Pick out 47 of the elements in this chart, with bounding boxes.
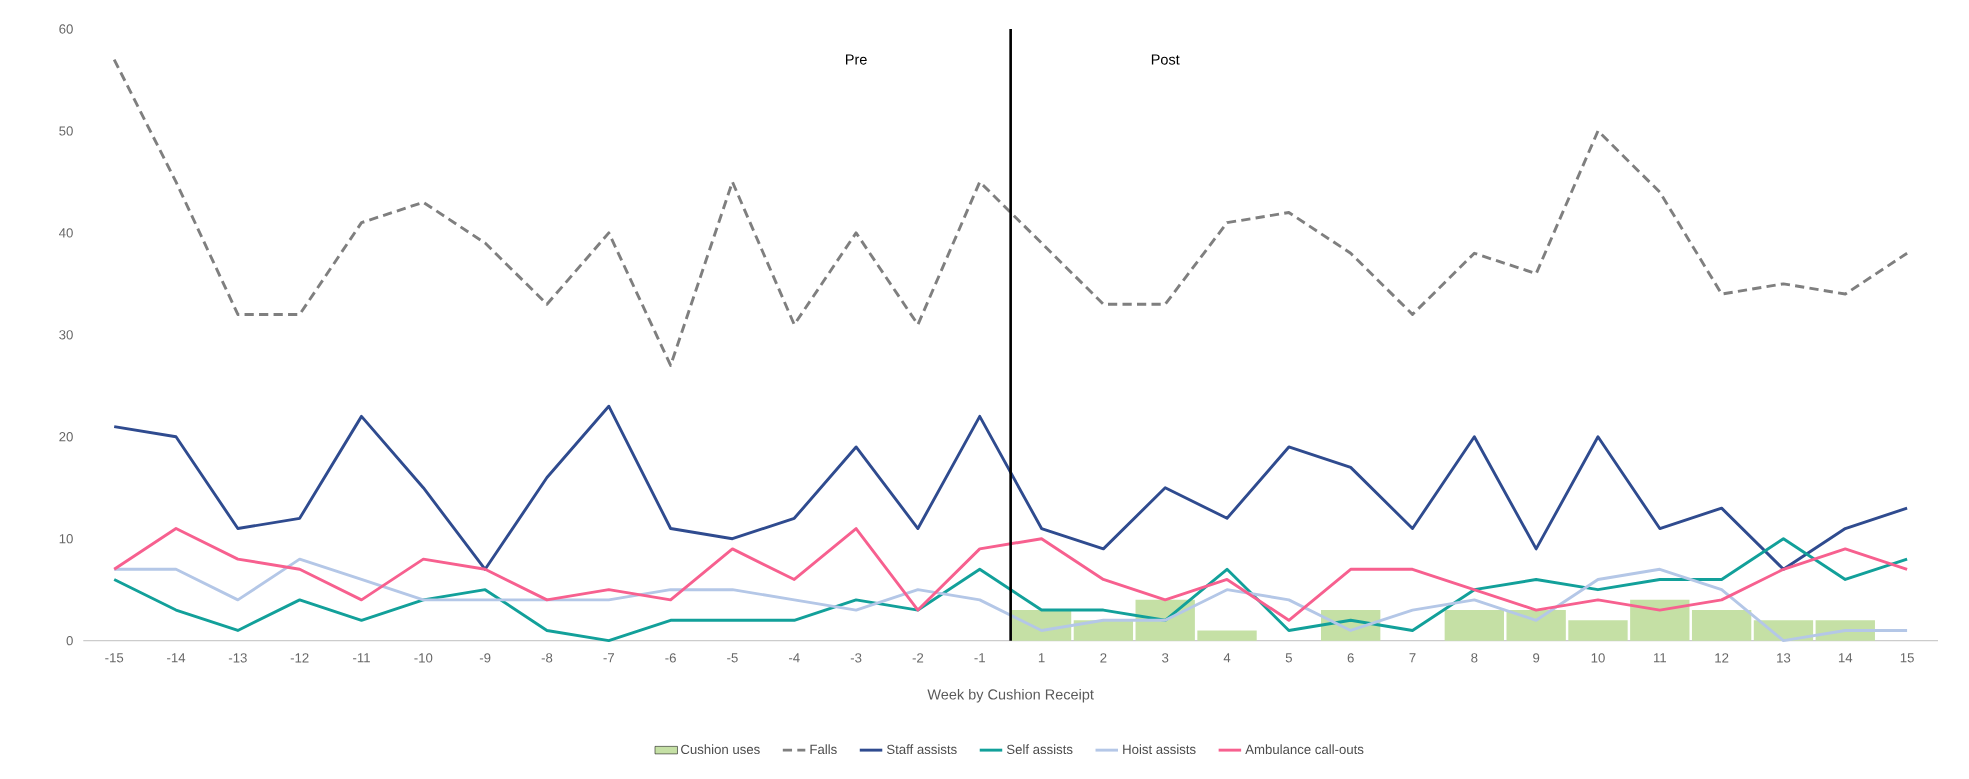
x-tick-label: 7: [1409, 653, 1416, 663]
x-tick-label: -6: [665, 653, 676, 663]
legend-label: Staff assists: [886, 744, 957, 755]
x-tick-label: -14: [167, 653, 186, 663]
x-tick-label: 3: [1162, 653, 1169, 663]
x-tick-label: 13: [1777, 653, 1791, 663]
legend-label: Hoist assists: [1123, 744, 1196, 755]
x-tick-label: -12: [290, 653, 309, 663]
x-tick-label: 1: [1038, 653, 1045, 663]
x-tick-label: 15: [1900, 653, 1914, 663]
x-tick-label: -1: [974, 653, 985, 663]
x-axis-title: Week by Cushion Receipt: [927, 688, 1094, 703]
x-tick-label: -10: [414, 653, 433, 663]
y-tick-label: 0: [66, 635, 73, 646]
x-tick-label: 10: [1591, 653, 1605, 663]
y-tick-label: 40: [59, 228, 73, 238]
x-tick-label: 9: [1533, 653, 1540, 663]
annotation: Post: [1151, 54, 1180, 65]
x-tick-label: 4: [1223, 653, 1231, 663]
y-tick-label: 60: [59, 24, 73, 34]
x-tick-label: -8: [541, 653, 553, 663]
x-tick-label: 2: [1100, 653, 1107, 663]
x-tick-label: -4: [788, 653, 800, 663]
x-tick-label: -13: [228, 653, 247, 663]
legend-label: Falls: [810, 744, 837, 755]
y-tick-label: 30: [59, 330, 73, 340]
x-tick-label: -15: [105, 653, 124, 663]
x-tick-label: -5: [727, 653, 738, 663]
x-tick-label: 11: [1653, 653, 1667, 663]
x-tick-label: -2: [912, 653, 924, 663]
x-tick-label: 14: [1838, 653, 1853, 663]
y-tick-label: 10: [59, 534, 73, 544]
x-tick-label: 5: [1285, 653, 1292, 663]
x-tick-label: -11: [353, 653, 370, 663]
legend-label: Ambulance call-outs: [1245, 744, 1364, 755]
x-tick-label: -3: [850, 653, 862, 663]
x-tick-label: -7: [603, 653, 614, 663]
legend-label: Cushion uses: [681, 744, 760, 755]
legend-label: Self assists: [1006, 744, 1073, 755]
x-tick-label: 12: [1715, 653, 1729, 663]
y-tick-label: 50: [59, 126, 73, 136]
line-series: [112, 404, 1909, 571]
x-tick-label: -9: [479, 653, 491, 663]
x-tick-label: 8: [1471, 653, 1478, 663]
y-tick-label: 20: [59, 432, 73, 442]
x-tick-label: 6: [1347, 653, 1354, 663]
annotation: Pre: [846, 54, 867, 65]
